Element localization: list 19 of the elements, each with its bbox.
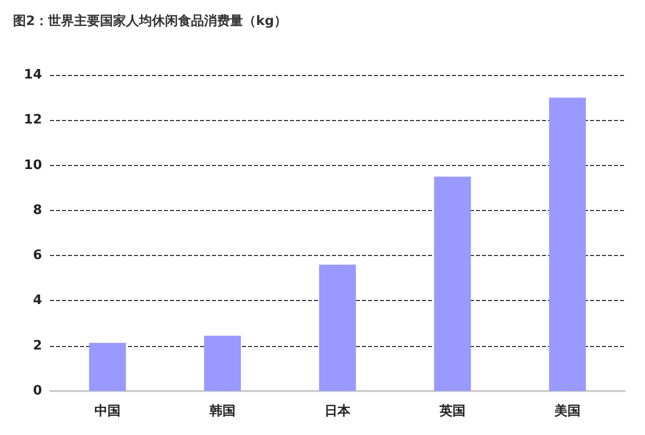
y-tick-label: 2 (32, 338, 42, 354)
y-tick-label: 4 (32, 293, 42, 308)
y-tick-label: 6 (32, 248, 42, 264)
x-tick-label: 韩国 (208, 404, 236, 419)
bar (89, 342, 126, 391)
x-tick-label: 日本 (324, 404, 352, 419)
y-tick-label: 14 (24, 68, 42, 82)
chart-title: 图2：世界主要国家人均休闲食品消费量（kg） (13, 13, 287, 29)
y-tick-label: 12 (24, 112, 42, 128)
x-tick-label: 美国 (554, 403, 580, 419)
y-tick-label: 8 (32, 202, 42, 218)
bar (549, 98, 586, 391)
bar (319, 264, 356, 391)
bar (204, 336, 241, 391)
y-tick-label: 0 (32, 384, 42, 398)
x-tick-label: 中国 (94, 404, 120, 419)
y-tick-label: 10 (24, 158, 42, 173)
x-tick-label: 英国 (438, 404, 466, 419)
bar (434, 176, 471, 391)
